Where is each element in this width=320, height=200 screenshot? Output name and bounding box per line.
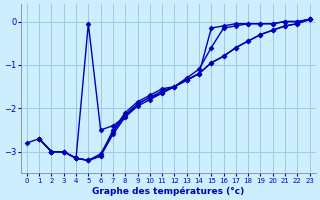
X-axis label: Graphe des températures (°c): Graphe des températures (°c): [92, 186, 244, 196]
